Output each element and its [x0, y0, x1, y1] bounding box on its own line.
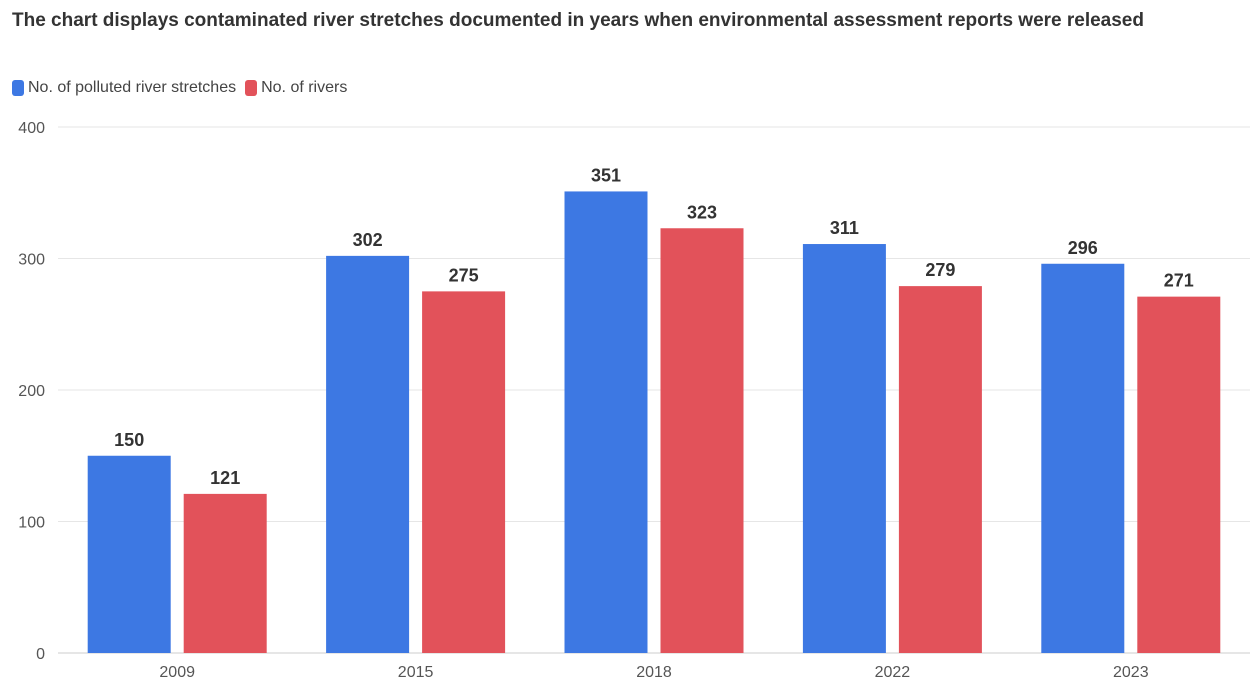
y-tick-label: 300 — [18, 252, 45, 269]
bar-rivers — [422, 291, 506, 653]
y-axis: 0 100 200 300 400 — [18, 120, 45, 663]
legend-swatch-polluted-stretches — [12, 80, 24, 96]
bar-polluted-stretches — [326, 255, 410, 653]
data-label: 311 — [830, 218, 859, 238]
legend-swatch-rivers — [245, 80, 258, 96]
y-tick-label: 200 — [18, 383, 45, 400]
legend-label-polluted-stretches: No. of polluted river stretches — [28, 79, 237, 96]
chart-title: The chart displays contaminated river st… — [12, 10, 1144, 31]
x-tick-label: 2018 — [636, 664, 672, 681]
legend-label-rivers: No. of rivers — [261, 79, 348, 96]
bar-rivers — [1137, 296, 1221, 653]
data-label: 150 — [114, 430, 144, 450]
bar-polluted-stretches — [564, 191, 648, 653]
bars — [87, 191, 1221, 653]
data-label: 296 — [1068, 238, 1098, 258]
legend-item-rivers[interactable]: No. of rivers — [245, 79, 347, 97]
legend-item-polluted-stretches[interactable]: No. of polluted river stretches — [12, 79, 236, 97]
x-tick-label: 2022 — [875, 664, 911, 681]
y-tick-label: 0 — [36, 646, 45, 663]
bar-polluted-stretches — [802, 244, 886, 653]
data-label: 302 — [353, 230, 383, 250]
data-label: 323 — [687, 202, 717, 222]
bar-rivers — [183, 493, 267, 653]
y-tick-label: 100 — [18, 515, 45, 532]
data-label: 351 — [591, 165, 621, 185]
data-label: 275 — [449, 265, 479, 285]
bar-polluted-stretches — [87, 455, 171, 653]
x-tick-label: 2023 — [1113, 664, 1149, 681]
x-tick-label: 2015 — [398, 664, 434, 681]
data-label: 279 — [925, 260, 955, 280]
bar-polluted-stretches — [1041, 263, 1125, 653]
data-label: 271 — [1164, 271, 1194, 291]
data-labels: 150 121 302 275 351 323 311 279 296 271 — [114, 165, 1194, 487]
y-tick-label: 400 — [18, 120, 45, 137]
x-tick-label: 2009 — [159, 664, 195, 681]
bar-rivers — [660, 228, 744, 653]
data-label: 121 — [210, 468, 240, 488]
x-axis: 2009 2015 2018 2022 2023 — [159, 664, 1148, 681]
legend: No. of polluted river stretches No. of r… — [12, 78, 356, 98]
bar-rivers — [898, 286, 982, 653]
